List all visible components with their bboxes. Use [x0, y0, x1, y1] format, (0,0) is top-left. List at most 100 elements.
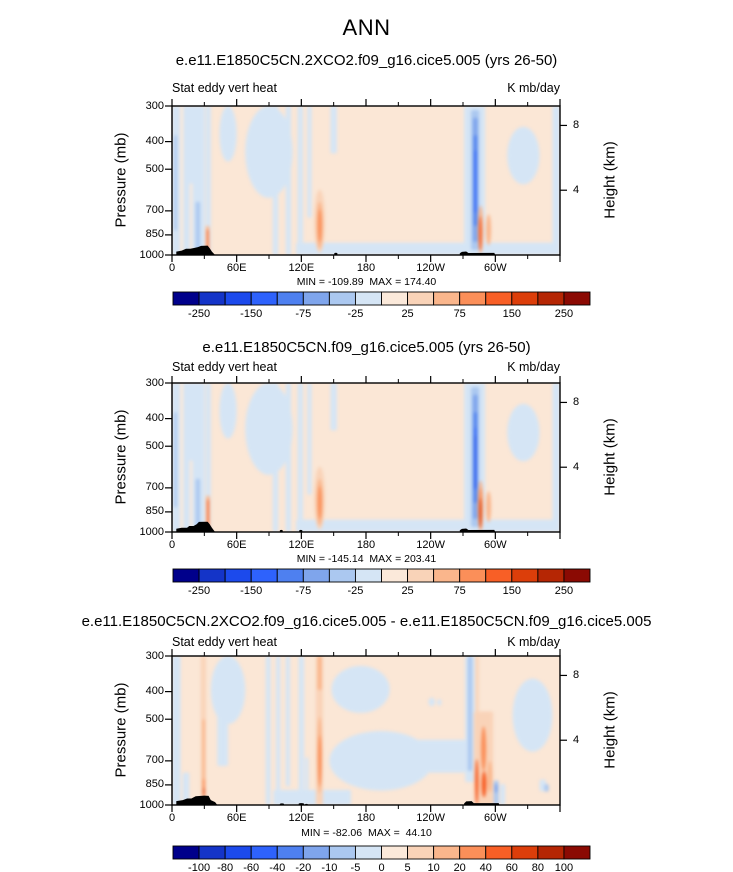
- colorbar-cell: [537, 568, 565, 583]
- pressure-tick-label: 850: [145, 778, 164, 791]
- panel3-minmax: MIN = -82.06 MAX = 44.10: [301, 827, 432, 839]
- colorbar-label: 25: [401, 308, 414, 320]
- colorbar-cell: [563, 291, 591, 306]
- x-tick-label: 180: [356, 262, 376, 274]
- colorbar-cell: [250, 845, 278, 860]
- height-tick-label: 4: [573, 460, 580, 473]
- x-tick-label: 60E: [226, 812, 247, 824]
- colorbar-label: -80: [217, 862, 234, 872]
- colorbar-cell: [407, 568, 435, 583]
- colorbar-label: 75: [453, 308, 466, 320]
- colorbar-label: -40: [269, 862, 286, 872]
- x-tick-label: 180: [356, 812, 376, 824]
- colorbar-label: 150: [502, 585, 521, 597]
- panel2-minmax: MIN = -145.14 MAX = 203.41: [296, 553, 437, 565]
- height-tick-label: 8: [573, 668, 580, 681]
- x-tick-label: 0: [168, 262, 176, 274]
- colorbar-cell: [250, 291, 278, 306]
- colorbar-cell: [354, 845, 382, 860]
- panel2-height-axis-label: Height (km): [601, 418, 619, 496]
- colorbar-label: -75: [295, 308, 312, 320]
- x-tick-label: 120E: [288, 812, 315, 824]
- colorbar-label: -250: [188, 308, 211, 320]
- panel3-height-axis-label: Height (km): [601, 691, 619, 769]
- height-tick-label: 8: [573, 395, 580, 408]
- pressure-tick-label: 500: [145, 439, 164, 452]
- colorbar-cell: [511, 568, 539, 583]
- colorbar-cell: [224, 291, 252, 306]
- colorbar-cell: [302, 291, 330, 306]
- pressure-tick-label: 850: [145, 505, 164, 518]
- contour-field: [172, 383, 560, 532]
- colorbar-cell: [172, 291, 200, 306]
- x-tick-label: 60W: [484, 262, 507, 274]
- colorbar-cell: [198, 845, 226, 860]
- colorbar-label: 25: [401, 585, 414, 597]
- colorbar-cell: [563, 845, 591, 860]
- figure-title: ANN: [342, 15, 391, 40]
- height-tick-label: 8: [573, 118, 580, 131]
- panel2-title: e.e11.E1850C5CN.f09_g16.cice5.005 (yrs 2…: [202, 339, 531, 356]
- panel3-title: e.e11.E1850C5CN.2XCO2.f09_g16.cice5.005 …: [81, 613, 652, 630]
- panel1-height-axis-label: Height (km): [601, 141, 619, 219]
- colorbar-cell: [328, 845, 356, 860]
- panel1-minmax: MIN = -109.89 MAX = 174.40: [296, 276, 437, 288]
- x-tick-label: 120W: [416, 812, 446, 824]
- pressure-tick-label: 300: [145, 649, 164, 662]
- colorbar-cell: [459, 291, 487, 306]
- colorbar-label: 100: [554, 862, 574, 872]
- colorbar-label: 150: [502, 308, 521, 320]
- colorbar-label: 250: [554, 585, 574, 597]
- x-tick-label: 120E: [288, 539, 315, 551]
- colorbar-cell: [511, 291, 539, 306]
- pressure-tick-label: 1000: [139, 525, 164, 538]
- panel2-field-label: Stat eddy vert heat: [172, 360, 277, 374]
- colorbar-label: 5: [404, 862, 411, 872]
- pressure-tick-label: 300: [145, 376, 164, 389]
- x-tick-label: 60W: [484, 539, 507, 551]
- colorbar-cell: [381, 845, 409, 860]
- colorbar-cell: [172, 845, 200, 860]
- colorbar-cell: [224, 845, 252, 860]
- colorbar-cell: [354, 568, 382, 583]
- pressure-tick-label: 400: [145, 685, 164, 698]
- colorbar-cell: [485, 568, 513, 583]
- x-tick-label: 120W: [416, 539, 446, 551]
- colorbar-cell: [381, 291, 409, 306]
- colorbar-cell: [250, 568, 278, 583]
- colorbar-label: 40: [479, 862, 492, 872]
- x-tick-label: 180: [356, 539, 376, 551]
- colorbar-label: -60: [243, 862, 260, 872]
- colorbar-cell: [563, 568, 591, 583]
- pressure-tick-label: 400: [145, 135, 164, 148]
- colorbar-label: -5: [350, 862, 361, 872]
- colorbar-label: 80: [531, 862, 544, 872]
- pressure-tick-label: 850: [145, 228, 164, 241]
- colorbar-cell: [485, 845, 513, 860]
- colorbar-cell: [328, 568, 356, 583]
- pressure-tick-label: 300: [145, 99, 164, 112]
- pressure-tick-label: 500: [145, 162, 164, 175]
- colorbar-cell: [172, 568, 200, 583]
- x-tick-label: 120W: [416, 262, 446, 274]
- colorbar-cell: [459, 568, 487, 583]
- panel3-units-label: K mb/day: [507, 635, 560, 649]
- panel1-title: e.e11.E1850C5CN.2XCO2.f09_g16.cice5.005 …: [175, 52, 558, 69]
- panel1-field-label: Stat eddy vert heat: [172, 81, 277, 95]
- colorbar-cell: [198, 568, 226, 583]
- colorbar-cell: [276, 845, 304, 860]
- colorbar-label: -75: [295, 585, 312, 597]
- pressure-tick-label: 400: [145, 412, 164, 425]
- colorbar-cell: [433, 568, 461, 583]
- colorbar-label: 60: [505, 862, 518, 872]
- colorbar-cell: [485, 291, 513, 306]
- colorbar-cell: [381, 568, 409, 583]
- colorbar-label: -100: [188, 862, 211, 872]
- colorbar-label: 0: [378, 862, 385, 872]
- panel1-units-label: K mb/day: [507, 81, 560, 95]
- pressure-tick-label: 700: [145, 481, 164, 494]
- colorbar-cell: [276, 291, 304, 306]
- colorbar-label: -25: [347, 585, 364, 597]
- colorbar-cell: [433, 845, 461, 860]
